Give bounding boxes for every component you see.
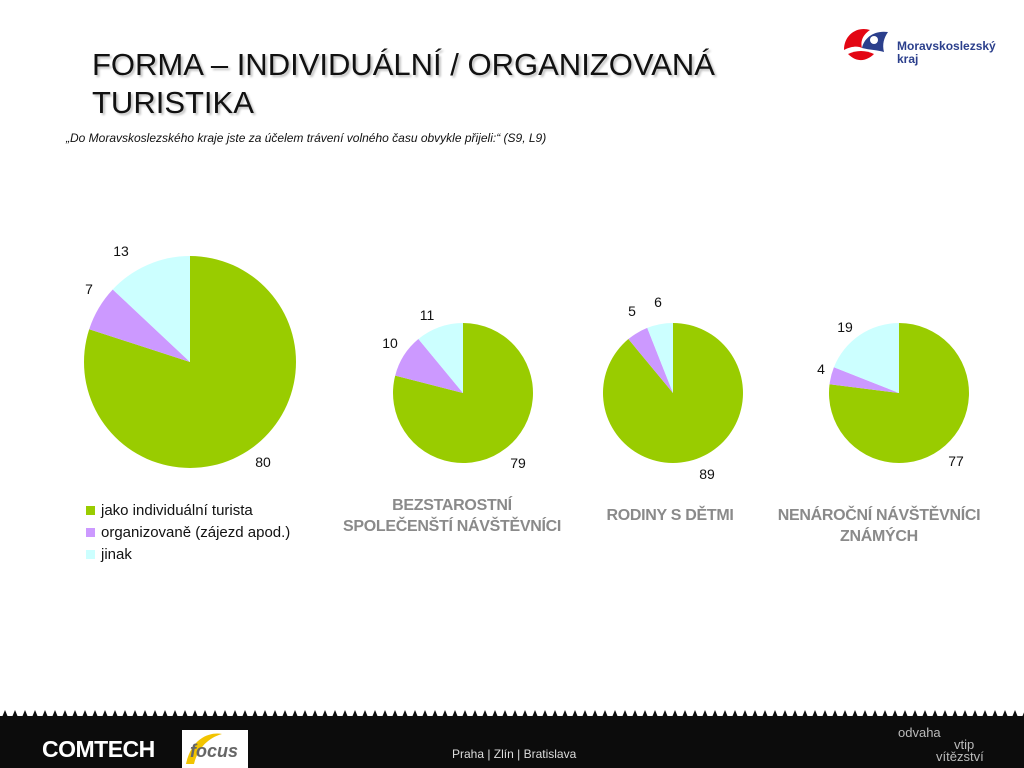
group-label-nenarocni: NENÁROČNÍ NÁVŠTĚVNÍCI ZNÁMÝCH bbox=[764, 505, 994, 547]
pie-bezstarostni-label-individual: 79 bbox=[510, 455, 526, 471]
group-label-rodiny: RODINY S DĚTMI bbox=[588, 505, 752, 526]
pie-overall-slice-other bbox=[112, 256, 190, 362]
slogan-word-2: vtip bbox=[954, 737, 975, 752]
legend-swatch-individual bbox=[86, 505, 95, 515]
comtech-logo: COMTECH bbox=[42, 736, 155, 762]
legend-item-individual: jako individuální turista bbox=[86, 499, 290, 521]
pie-bezstarostni-slice-organized bbox=[395, 339, 463, 393]
question-subtitle: „Do Moravskoslezského kraje jste za účel… bbox=[66, 131, 547, 145]
pie-overall-slice-organized bbox=[89, 289, 190, 362]
pie-overall-label-other: 13 bbox=[113, 243, 129, 259]
chart-legend: jako individuální turista organizovaně (… bbox=[86, 499, 290, 565]
pie-rodiny-label-individual: 89 bbox=[699, 466, 715, 482]
pie-rodiny-label-organized: 5 bbox=[628, 303, 636, 319]
footer-slogan: odvaha vtip vítězství bbox=[898, 725, 1008, 764]
page-title-line1: FORMA – INDIVIDUÁLNÍ / ORGANIZOVANÁ bbox=[92, 47, 715, 82]
legend-item-organized: organizovaně (zájezd apod.) bbox=[86, 521, 290, 543]
pie-rodiny-label-other: 6 bbox=[654, 294, 662, 310]
pie-nenarocni-label-other: 19 bbox=[837, 319, 853, 335]
slogan-word-3: vítězství bbox=[936, 749, 984, 764]
pie-nenarocni-label-organized: 4 bbox=[817, 361, 825, 377]
region-emblem-icon bbox=[844, 28, 888, 61]
legend-label-other: jinak bbox=[101, 545, 132, 563]
group-label-bezstarostni-line2: SPOLEČENŠTÍ NÁVŠTĚVNÍCI bbox=[342, 518, 562, 535]
pie-nenarocni-label-individual: 77 bbox=[948, 453, 964, 469]
legend-label-individual: jako individuální turista bbox=[101, 501, 253, 519]
pie-nenarocni-slice-other bbox=[833, 323, 899, 393]
legend-swatch-other bbox=[86, 549, 95, 559]
group-label-nenarocni-line2: ZNÁMÝCH bbox=[840, 528, 918, 545]
moravskoslezsky-kraj-logo: Moravskoslezský kraj bbox=[840, 20, 1010, 72]
group-label-rodiny-line1: RODINY S DĚTMI bbox=[606, 507, 734, 524]
footer-cities: Praha | Zlín | Bratislava bbox=[452, 747, 577, 761]
footer-bar bbox=[0, 716, 1024, 768]
focus-logo: focus bbox=[182, 730, 248, 768]
pie-nenarocni-slice-individual bbox=[828, 323, 969, 463]
pie-rodiny-slice-individual bbox=[602, 323, 743, 463]
focus-swoosh-icon bbox=[186, 733, 222, 764]
pie-overall-label-organized: 7 bbox=[85, 281, 93, 297]
pie-bezstarostni-slice-other bbox=[418, 323, 463, 393]
pie-rodiny-slice-other bbox=[647, 323, 673, 393]
pie-nenarocni-slice-organized bbox=[829, 367, 899, 393]
legend-swatch-organized bbox=[86, 527, 95, 537]
pie-bezstarostni-slice-individual bbox=[393, 323, 534, 464]
page-title-line2: TURISTIKA bbox=[92, 85, 254, 120]
pie-overall-label-individual: 80 bbox=[255, 454, 271, 470]
pie-rodiny-slice-organized bbox=[628, 327, 673, 393]
group-label-bezstarostni: BEZSTAROSTNÍ SPOLEČENŠTÍ NÁVŠTĚVNÍCI bbox=[332, 495, 572, 537]
legend-item-other: jinak bbox=[86, 543, 290, 565]
page-title: FORMA – INDIVIDUÁLNÍ / ORGANIZOVANÁ TURI… bbox=[92, 46, 812, 122]
group-label-bezstarostni-line1: BEZSTAROSTNÍ bbox=[392, 497, 512, 514]
logo-line1: Moravskoslezský bbox=[897, 39, 996, 53]
pie-bezstarostni-label-other: 11 bbox=[420, 307, 435, 323]
focus-logo-text: focus bbox=[190, 741, 239, 761]
slogan-word-1: odvaha bbox=[898, 725, 941, 740]
pie-bezstarostni-label-organized: 10 bbox=[382, 335, 398, 351]
legend-label-organized: organizovaně (zájezd apod.) bbox=[101, 523, 291, 541]
pie-overall-slice-individual bbox=[84, 256, 297, 469]
logo-line2: kraj bbox=[897, 52, 919, 66]
group-label-nenarocni-line1: NENÁROČNÍ NÁVŠTĚVNÍCI bbox=[777, 507, 981, 524]
